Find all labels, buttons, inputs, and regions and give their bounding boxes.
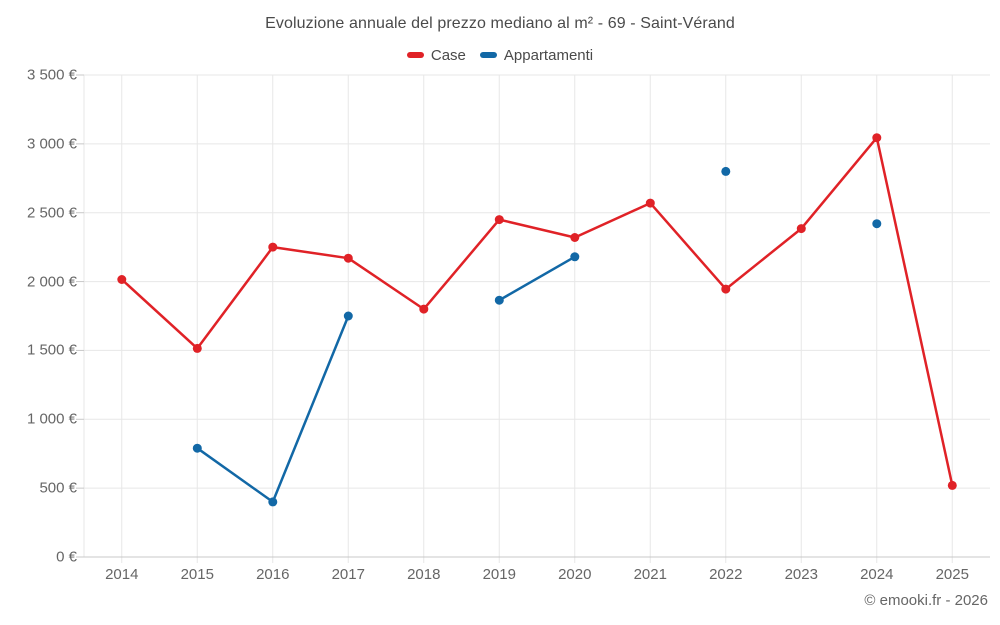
legend-label-case: Case [430,46,466,64]
legend-item-case[interactable]: Case [406,46,466,64]
data-point-case-2014[interactable] [117,275,127,284]
y-tick-label: 2 000 € [26,273,77,291]
data-point-appartamenti-2017[interactable] [343,311,353,321]
data-point-case-2024[interactable] [872,133,882,143]
data-point-case-2020[interactable] [570,233,580,242]
legend: Case Appartamenti [0,45,1000,65]
legend-label-appartamenti: Appartamenti [503,46,594,64]
case-legend-swatch-icon [406,52,424,58]
data-point-appartamenti-2020[interactable] [570,252,580,262]
x-tick-label: 2023 [784,566,818,583]
data-point-case-2018[interactable] [419,304,429,314]
data-point-appartamenti-2024[interactable] [872,219,882,229]
data-point-case-2017[interactable] [343,253,353,263]
data-point-case-2019[interactable] [494,215,504,225]
data-point-case-2025[interactable] [947,480,957,490]
y-tick-label: 1 500 € [26,341,77,359]
series-line-case [120,136,954,487]
x-tick-label: 2016 [256,566,290,583]
y-tick-label: 500 € [39,479,77,497]
data-point-case-2021[interactable] [645,198,655,208]
x-tick-label: 2021 [633,566,667,583]
x-tick-label: 2024 [860,566,894,583]
y-tick-label: 0 € [56,548,77,566]
data-point-appartamenti-2016[interactable] [268,497,278,507]
data-point-appartamenti-2015[interactable] [192,443,202,453]
x-tick-label: 2019 [482,566,516,583]
data-point-case-2023[interactable] [796,224,806,234]
x-tick-label: 2025 [935,566,969,583]
x-tick-label: 2017 [331,566,365,583]
copyright: © emooki.fr - 2026 [864,592,988,609]
chart-title: Evoluzione annuale del prezzo mediano al… [265,15,735,32]
data-point-case-2022[interactable] [721,284,731,294]
x-tick-label: 2014 [105,566,139,583]
data-point-appartamenti-2022[interactable] [721,166,731,176]
data-point-appartamenti-2019[interactable] [494,295,504,305]
data-point-case-2016[interactable] [268,242,278,252]
data-point-case-2015[interactable] [192,343,202,353]
x-tick-label: 2018 [407,566,441,583]
y-tick-label: 3 500 € [26,66,77,84]
y-tick-label: 1 000 € [26,410,77,428]
appartamenti-legend-swatch-icon [479,52,497,58]
y-tick-label: 3 000 € [26,135,77,153]
x-tick-label: 2020 [558,566,592,583]
x-tick-label: 2022 [709,566,743,583]
legend-item-appartamenti[interactable]: Appartamenti [479,46,594,64]
y-tick-label: 2 500 € [26,204,77,222]
series-line-appartamenti [197,224,877,502]
x-tick-label: 2015 [180,566,214,583]
